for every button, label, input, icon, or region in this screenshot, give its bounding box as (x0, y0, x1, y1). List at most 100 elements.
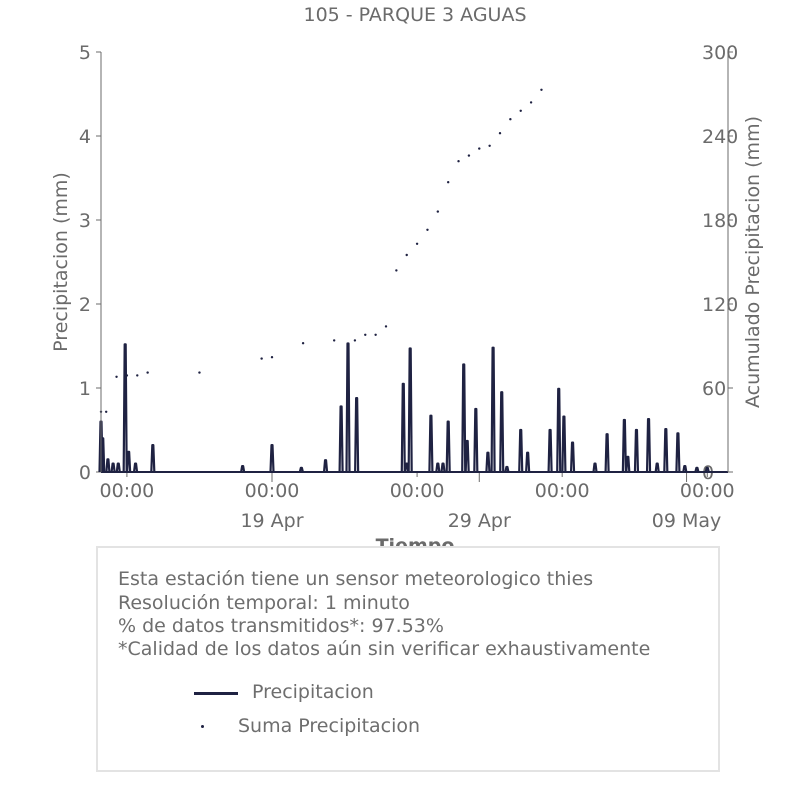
precipitacion-spike (126, 450, 132, 473)
x-major-tick-label: 09 May (652, 510, 722, 532)
precipitacion-spike (561, 415, 567, 473)
precipitacion-spike (621, 418, 627, 473)
precipitacion-spike (556, 387, 562, 473)
precipitacion-spike (663, 428, 669, 473)
precipitacion-spike (435, 462, 441, 473)
precipitacion-spike (110, 462, 116, 473)
suma-precipitacion-point (436, 210, 440, 213)
suma-precipitacion-point (395, 269, 398, 272)
precipitacion-spike (464, 439, 470, 473)
precipitacion-spike (105, 458, 111, 473)
y-left-tick-label: 4 (79, 126, 91, 148)
suma-precipitacion-point (270, 356, 274, 359)
precipitacion-spike (354, 396, 360, 473)
precipitacion-spike (132, 462, 139, 473)
precipitacion-spike (440, 462, 446, 473)
suma-precipitacion-point (260, 357, 263, 360)
precipitacion-spike (592, 462, 598, 473)
y-right-tick-label: 60 (702, 378, 726, 400)
precipitacion-spike (625, 455, 631, 473)
x-minor-tick-label: 00:00 (390, 480, 445, 502)
suma-precipitacion-point (498, 132, 502, 135)
precipitacion-spike (115, 462, 121, 473)
precipitacion-spike (322, 459, 329, 473)
suma-precipitacion-point (332, 339, 336, 342)
info-sensor-text: Esta estación tiene un sensor meteorolog… (118, 568, 594, 590)
suma-precipitacion-point (136, 374, 139, 377)
precipitacion-spike (604, 433, 610, 473)
precipitacion-spike (338, 405, 344, 473)
precipitacion-spike (525, 451, 531, 473)
suma-precipitacion-point (457, 160, 460, 163)
info-resolution-text: Resolución temporal: 1 minuto (118, 592, 410, 614)
precipitacion-spike (633, 428, 640, 473)
suma-precipitacion-point (446, 181, 450, 184)
suma-precipitacion-point (415, 242, 419, 245)
info-transmitted-text: % de datos transmitidos*: 97.53% (118, 615, 444, 637)
legend-suma-label: Suma Precipitacion (238, 715, 421, 737)
precipitacion-spike (654, 462, 660, 473)
info-quality-text: *Calidad de los datos aún sin verificar … (118, 638, 651, 660)
x-minor-tick-label: 00:00 (100, 480, 155, 502)
precipitacion-spike (682, 465, 688, 473)
precipitacion-spike (461, 363, 467, 473)
suma-precipitacion-point (529, 101, 533, 104)
legend-precipitacion-label: Precipitacion (252, 681, 374, 703)
precipitacion-spike (269, 444, 275, 473)
precipitacion-spike (694, 466, 700, 473)
y-left-tick-label: 5 (79, 42, 91, 64)
y-right-tick-label: 240 (702, 126, 738, 148)
x-ticks: 00:00 00:00 00:00 00:00 00:00 19 Apr 29 Apr 09 … (100, 472, 735, 532)
suma-precipitacion-point (519, 109, 522, 113)
series-layer (98, 88, 728, 473)
y-left-ticks: 0 1 2 3 4 5 (79, 42, 101, 484)
suma-precipitacion-point (467, 154, 471, 157)
suma-precipitacion-point (509, 118, 512, 121)
suma-precipitacion-point (426, 228, 429, 231)
precipitacion-spike (100, 437, 106, 473)
y-axis-label-right: Acumulado Precipitacion (mm) (742, 116, 764, 408)
precipitacion-spike (122, 343, 128, 473)
y-left-tick-label: 3 (79, 210, 91, 232)
precipitacion-spike (504, 465, 510, 473)
precipitacion-spike (473, 407, 479, 473)
precipitacion-spike (298, 466, 304, 473)
x-major-tick-label: 19 Apr (240, 510, 303, 532)
y-left-tick-label: 1 (79, 378, 91, 400)
y-left-tick-label: 0 (79, 462, 91, 484)
precipitacion-spike (569, 441, 576, 473)
precipitacion-spike (345, 342, 351, 473)
precipitacion-spike (150, 444, 156, 473)
precipitacion-spike (518, 428, 524, 473)
precipitacion-spike (400, 382, 406, 473)
precipitacion-spike (645, 417, 652, 473)
y-right-tick-label: 300 (702, 42, 738, 64)
x-minor-tick-label: 00:00 (535, 480, 590, 502)
precipitacion-spike (240, 465, 246, 473)
legend-line-symbol (194, 692, 238, 695)
suma-precipitacion-point (125, 374, 129, 377)
suma-precipitacion-point (364, 333, 367, 336)
suma-precipitacion-point (301, 342, 305, 345)
y-right-tick-label: 120 (702, 294, 738, 316)
y-right-ticks: 060120180240300 (702, 42, 738, 484)
precipitacion-spike (445, 420, 451, 473)
info-box: Esta estación tiene un sensor meteorolog… (96, 546, 720, 772)
precipitacion-spike (485, 451, 491, 473)
suma-precipitacion-point (374, 333, 377, 336)
y-right-tick-label: 180 (702, 210, 738, 232)
precipitacion-spike (704, 466, 710, 473)
suma-precipitacion-point (478, 147, 481, 150)
precipitacion-spike (547, 428, 553, 473)
precipitacion-spike (675, 432, 681, 473)
precipitacion-spike (407, 347, 413, 473)
suma-precipitacion-point (488, 144, 491, 147)
suma-precipitacion-point (353, 339, 357, 342)
suma-precipitacion-point (405, 253, 408, 257)
suma-precipitacion-point (146, 371, 149, 374)
suma-precipitacion-point (104, 410, 108, 413)
precipitacion-spike (428, 414, 434, 473)
suma-precipitacion-point (198, 371, 201, 374)
x-minor-tick-label: 00:00 (245, 480, 300, 502)
